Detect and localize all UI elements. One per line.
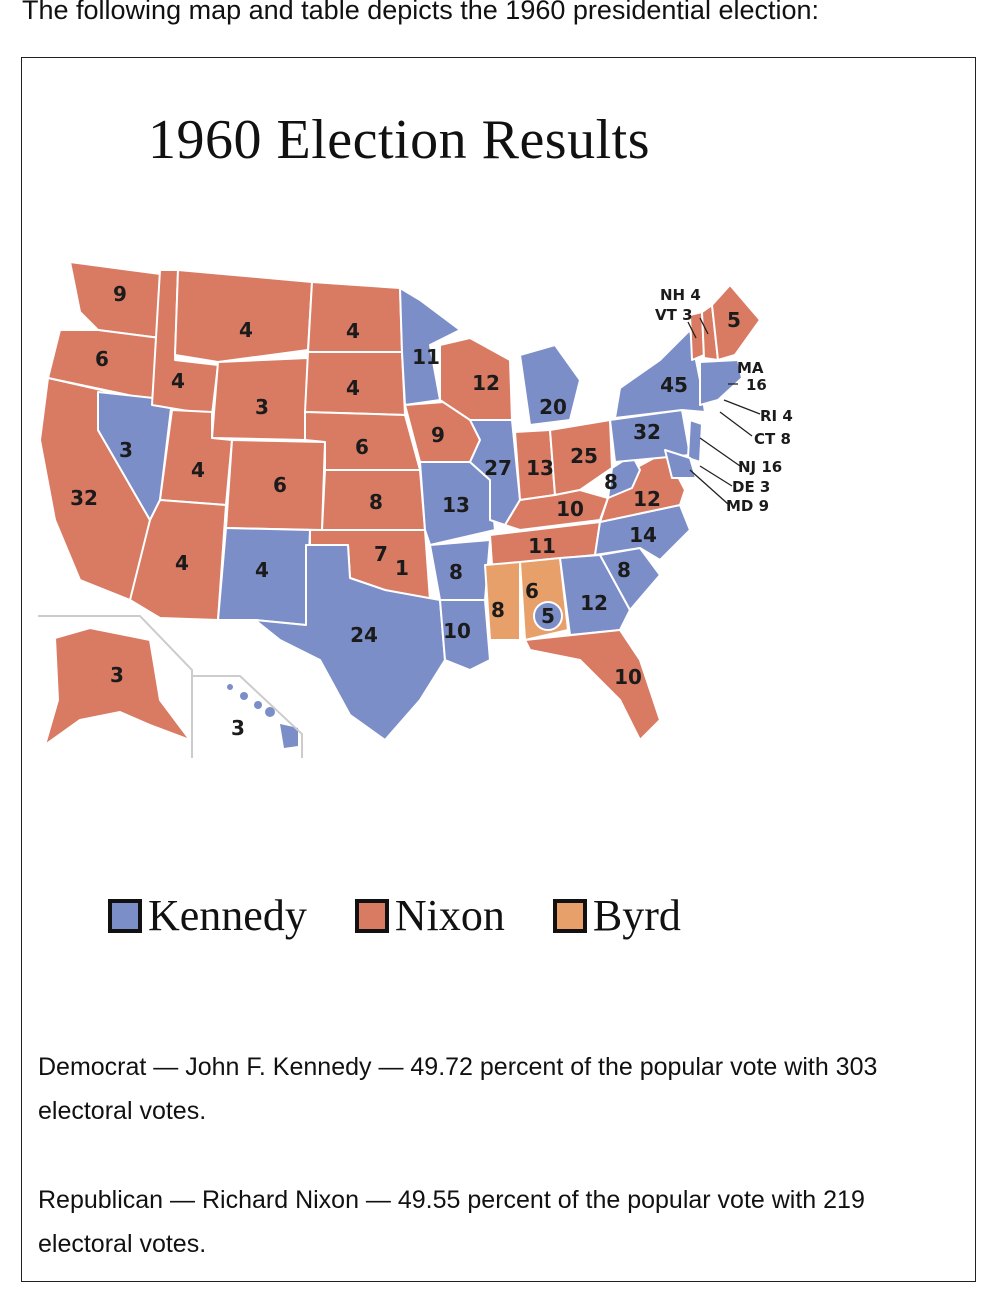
- legend-swatch-nixon: [354, 898, 389, 933]
- state-hi: [227, 684, 298, 748]
- state-ak: [44, 627, 191, 746]
- callout-lines: [687, 317, 761, 505]
- callout-ma-name: MA: [737, 359, 764, 377]
- map-title: 1960 Election Results: [148, 109, 651, 171]
- callout-de: DE 3: [732, 478, 770, 496]
- state-ma-ri-ct: [699, 359, 743, 406]
- legend-label-kennedy: Kennedy: [148, 891, 307, 940]
- legend-swatch-byrd: [552, 898, 587, 933]
- label-me: 5: [727, 308, 741, 332]
- legend-item-nixon: Nixon: [354, 890, 505, 941]
- label-hi: 3: [231, 716, 245, 740]
- callout-ma-votes: 16: [746, 376, 767, 394]
- map-figure-frame: [21, 57, 976, 1282]
- state-il: [469, 419, 521, 526]
- state-oh: [549, 419, 613, 496]
- label-ms: 8: [491, 598, 505, 622]
- state-tx: [254, 544, 446, 741]
- northeast-callouts: NH 4 VT 3 MA 16 RI 4 CT 8 NJ 16 DE 3 MD …: [655, 286, 793, 515]
- democrat-result-text: Democrat — John F. Kennedy — 49.72 perce…: [38, 1053, 878, 1125]
- label-ga: 12: [580, 591, 608, 615]
- state-fl: [524, 629, 661, 741]
- state-mn: [399, 287, 461, 406]
- label-ok-byrd: 1: [395, 556, 409, 580]
- alaska-inset-border: [38, 615, 193, 758]
- label-al: 6: [525, 579, 539, 603]
- label-wv: 8: [604, 470, 618, 494]
- legend-item-byrd: Byrd: [552, 890, 681, 941]
- label-al-kennedy: 5: [541, 604, 555, 628]
- label-oh: 25: [570, 444, 598, 468]
- label-nc: 14: [629, 523, 657, 547]
- label-nd: 4: [346, 319, 360, 343]
- label-mn: 11: [412, 345, 440, 369]
- state-me: [711, 284, 761, 361]
- alabama-kennedy-marker: [533, 601, 563, 631]
- callout-nh: NH 4: [660, 286, 701, 304]
- callout-nj: NJ 16: [738, 458, 782, 476]
- label-sd: 4: [346, 376, 360, 400]
- callout-ct: CT 8: [754, 430, 791, 448]
- label-ak: 3: [110, 663, 124, 687]
- callout-md: MD 9: [726, 497, 769, 515]
- state-mi: [519, 344, 581, 426]
- label-nv: 3: [119, 438, 133, 462]
- label-va: 12: [633, 487, 661, 511]
- map-legend: Kennedy Nixon Byrd: [108, 890, 729, 941]
- label-co: 6: [273, 473, 287, 497]
- label-ca: 32: [70, 486, 98, 510]
- state-la: [439, 599, 491, 671]
- label-mt: 4: [239, 318, 253, 342]
- label-wi: 12: [472, 371, 500, 395]
- state-vote-labels: 9 6 32 4 3 4 3 4 6 4 4 4 4 6 8 7 1 24 11…: [70, 282, 741, 740]
- state-nj: [687, 419, 703, 463]
- legend-item-kennedy: Kennedy: [108, 890, 307, 941]
- label-fl: 10: [614, 665, 642, 689]
- label-ne: 6: [355, 435, 369, 459]
- label-ut: 4: [191, 458, 205, 482]
- label-il: 27: [484, 456, 512, 480]
- label-id: 4: [171, 369, 185, 393]
- label-wy: 3: [255, 395, 269, 419]
- label-wa: 9: [113, 282, 127, 306]
- label-ar: 8: [449, 560, 463, 584]
- label-sc: 8: [617, 558, 631, 582]
- label-or: 6: [95, 347, 109, 371]
- label-nm: 4: [255, 558, 269, 582]
- intro-text: The following map and table depicts the …: [22, 0, 820, 25]
- label-ny: 45: [660, 373, 688, 397]
- label-mi: 20: [539, 395, 567, 419]
- label-in: 13: [526, 456, 554, 480]
- state-mt: [174, 269, 313, 363]
- label-mo: 13: [442, 493, 470, 517]
- label-pa: 32: [633, 420, 661, 444]
- label-ky: 10: [556, 497, 584, 521]
- state-ms: [484, 561, 521, 641]
- republican-result-text: Republican — Richard Nixon — 49.55 perce…: [38, 1186, 865, 1258]
- hawaii-inset-border: [192, 675, 303, 758]
- state-ga: [559, 554, 631, 636]
- state-ky: [504, 489, 609, 531]
- label-tx: 24: [350, 623, 378, 647]
- label-ia: 9: [431, 423, 445, 447]
- state-md-de: [664, 449, 697, 479]
- state-az: [129, 499, 227, 621]
- callout-ri: RI 4: [760, 407, 793, 425]
- label-la: 10: [443, 619, 471, 643]
- label-az: 4: [175, 551, 189, 575]
- legend-label-byrd: Byrd: [592, 891, 681, 940]
- label-ks: 8: [369, 490, 383, 514]
- legend-swatch-kennedy: [108, 898, 142, 933]
- label-tn: 11: [528, 534, 556, 558]
- label-ok: 7: [374, 542, 388, 566]
- legend-label-nixon: Nixon: [394, 891, 505, 940]
- callout-vt: VT 3: [655, 306, 693, 324]
